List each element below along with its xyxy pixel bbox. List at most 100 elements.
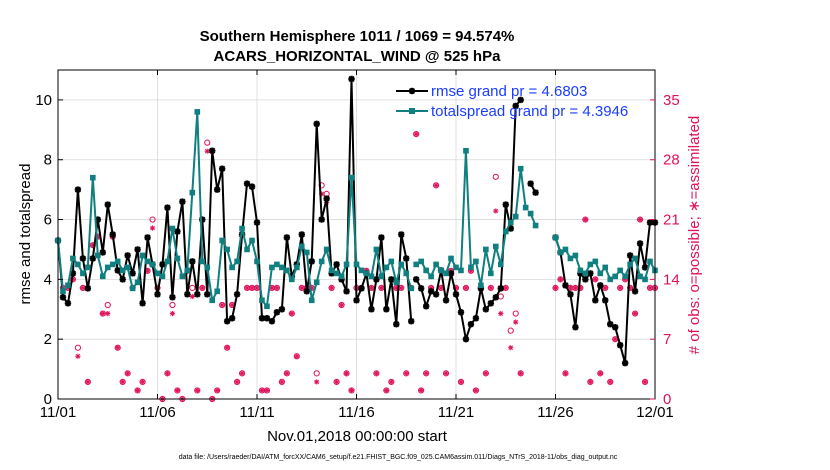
rmse-point — [283, 234, 291, 241]
obs-assimilated-marker — [334, 379, 340, 385]
spread-point — [483, 246, 489, 253]
spread-point — [582, 270, 589, 277]
spread-point — [70, 255, 76, 262]
obs-possible-marker — [507, 327, 514, 334]
rmse-point-stroke — [408, 87, 416, 95]
obs-assimilated-stroke — [583, 217, 588, 222]
spread-point — [488, 270, 494, 277]
spread-point — [144, 258, 151, 265]
obs-assimilated-stroke — [284, 371, 290, 376]
rmse-point-stroke — [169, 294, 176, 301]
obs-assimilated-stroke — [493, 208, 499, 214]
obs-assimilated-marker — [493, 208, 499, 214]
rmse-point-stroke — [353, 297, 360, 304]
rmse-point-stroke — [174, 228, 181, 235]
rmse-point-stroke — [646, 219, 654, 226]
obs-assimilated-stroke — [140, 379, 145, 385]
rmse-point — [497, 285, 504, 292]
obs-assimilated-stroke — [588, 379, 593, 385]
obs-assimilated-stroke — [299, 285, 305, 291]
obs-assimilated-marker — [194, 387, 200, 394]
rmse-point — [129, 270, 136, 277]
rmse-point — [621, 359, 629, 367]
rmse-point — [368, 306, 375, 313]
rmse-point-stroke — [89, 255, 96, 262]
obs-assimilated-marker — [368, 285, 375, 291]
rmse-point — [159, 261, 166, 268]
rmse-point — [114, 267, 121, 274]
obs-assimilated-marker — [338, 302, 345, 308]
rmse-point — [154, 291, 161, 298]
obs-assimilated-stroke — [403, 371, 409, 376]
rmse-point — [139, 300, 146, 307]
rmse-point-stroke — [268, 318, 276, 325]
rmse-point — [248, 183, 256, 190]
rmse-point — [636, 240, 644, 247]
obs-assimilated-marker — [562, 370, 569, 376]
x-axis-ticks: 11/01 11/06 11/11 11/16 11/21 11/26 12/01 — [40, 70, 674, 421]
rmse-point — [413, 276, 420, 283]
obs-assimilated-marker — [164, 370, 171, 376]
rmse-point-stroke — [428, 288, 435, 295]
spread-point — [124, 264, 131, 271]
rmse-point — [507, 225, 514, 232]
rmse-point — [303, 288, 310, 295]
rmse-point — [572, 324, 579, 331]
obs-assimilated-marker — [214, 387, 220, 394]
rmse-point — [144, 234, 151, 241]
spread-point — [373, 246, 380, 253]
obs-assimilated-marker — [189, 293, 195, 300]
rmse-point-stroke — [119, 276, 126, 283]
rmse-point-stroke — [159, 261, 166, 268]
obs-assimilated-stroke — [558, 277, 563, 282]
rmse-point — [214, 186, 221, 193]
rmse-point-stroke — [248, 183, 256, 190]
rmse-point-stroke — [631, 288, 639, 295]
rmse-point — [209, 147, 216, 154]
obs-assimilated-marker — [637, 216, 643, 223]
rmse-point-stroke — [243, 180, 251, 187]
spread-point — [75, 261, 81, 268]
rmse-point-stroke — [403, 255, 410, 262]
spread-point — [169, 225, 176, 232]
spread-point — [393, 279, 400, 286]
obs-assimilated-stroke — [190, 294, 195, 299]
y-axis-label: rmse and totalspread — [17, 164, 34, 305]
obs-assimilated-stroke — [513, 319, 519, 325]
spread-point — [244, 246, 250, 253]
obs-assimilated-marker — [314, 379, 320, 385]
legend-spread-label: totalspread grand pr = 4.3946 — [431, 103, 628, 120]
spread-point — [184, 267, 191, 274]
rmse-point-stroke — [154, 291, 161, 298]
obs-assimilated-stroke — [214, 388, 220, 393]
rmse-point — [592, 297, 599, 304]
obs-assimilated-stroke — [473, 388, 479, 393]
spread-point — [458, 267, 464, 274]
x-tick-label: 11/16 — [338, 404, 374, 421]
rmse-point — [457, 309, 465, 316]
obs-assimilated-marker — [100, 310, 106, 317]
obs-assimilated-marker — [284, 370, 290, 376]
y2-tick-label: 21 — [663, 212, 680, 229]
obs-assimilated-marker — [418, 387, 424, 394]
obs-assimilated-stroke — [259, 388, 265, 393]
obs-assimilated-stroke — [443, 371, 449, 376]
spread-point — [473, 258, 479, 265]
obs-assimilated-stroke — [349, 388, 354, 393]
obs-assimilated-stroke — [264, 388, 270, 393]
spread-point — [622, 273, 628, 280]
rmse-point — [308, 258, 315, 265]
obs-assimilated-stroke — [334, 379, 339, 385]
obs-assimilated-marker — [85, 379, 91, 385]
spread-point — [433, 261, 439, 268]
rmse-point-stroke — [303, 288, 310, 295]
obs-assimilated-stroke — [458, 379, 464, 385]
rmse-point-stroke — [607, 321, 614, 328]
obs-assimilated-stroke — [224, 345, 230, 351]
spread-point — [224, 246, 230, 253]
obs-possible-marker — [189, 284, 196, 292]
obs-assimilated-marker — [597, 370, 603, 376]
rmse-point-stroke — [109, 231, 116, 238]
spread-point — [612, 273, 618, 280]
spread-point — [468, 264, 474, 271]
